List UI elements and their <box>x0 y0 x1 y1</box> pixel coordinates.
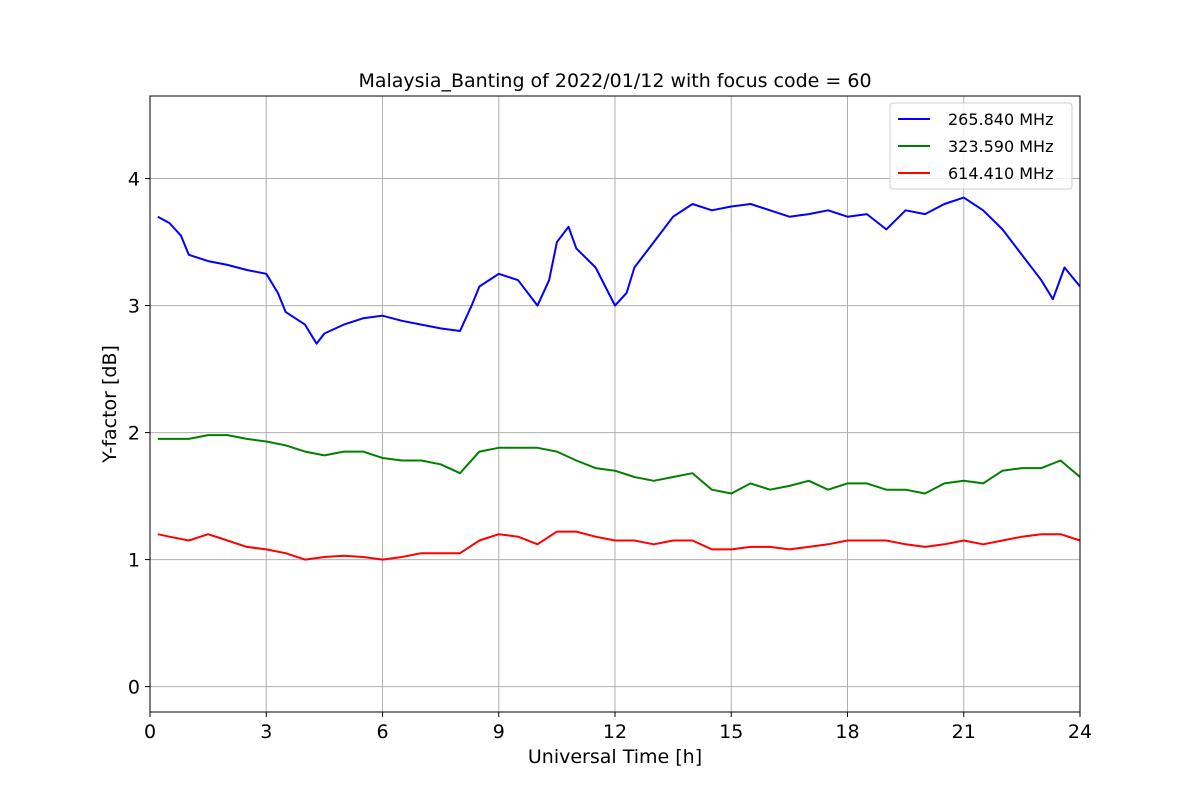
x-tick-label: 3 <box>260 721 272 743</box>
chart-title: Malaysia_Banting of 2022/01/12 with focu… <box>358 70 871 92</box>
legend-label: 265.840 MHz <box>948 110 1053 129</box>
x-tick-label: 24 <box>1068 721 1092 743</box>
x-tick-label: 6 <box>376 721 388 743</box>
y-axis-label: Y-factor [dB] <box>99 345 121 464</box>
y-tick-label: 3 <box>128 296 140 318</box>
y-tick-label: 1 <box>128 550 140 572</box>
y-tick-label: 2 <box>128 423 140 445</box>
x-tick-label: 0 <box>144 721 156 743</box>
plot-area <box>157 196 1081 561</box>
series-line-0 <box>157 196 1081 345</box>
legend-label: 323.590 MHz <box>948 137 1053 156</box>
legend-box <box>889 102 1073 190</box>
legend-label: 614.410 MHz <box>948 164 1053 183</box>
y-axis: 0 1 2 3 4 <box>128 169 150 699</box>
x-tick-label: 18 <box>835 721 859 743</box>
series-line-1 <box>157 434 1081 495</box>
x-tick-label: 15 <box>719 721 743 743</box>
legend: 265.840 MHz 323.590 MHz 614.410 MHz <box>889 102 1073 190</box>
x-tick-label: 9 <box>493 721 505 743</box>
series-line-2 <box>157 530 1081 561</box>
y-tick-label: 4 <box>128 169 140 191</box>
x-axis-label: Universal Time [h] <box>528 746 702 768</box>
x-tick-label: 12 <box>603 721 627 743</box>
x-tick-label: 21 <box>952 721 976 743</box>
y-tick-label: 0 <box>128 677 140 699</box>
x-axis: 0 3 6 9 12 15 18 21 24 <box>144 712 1092 743</box>
